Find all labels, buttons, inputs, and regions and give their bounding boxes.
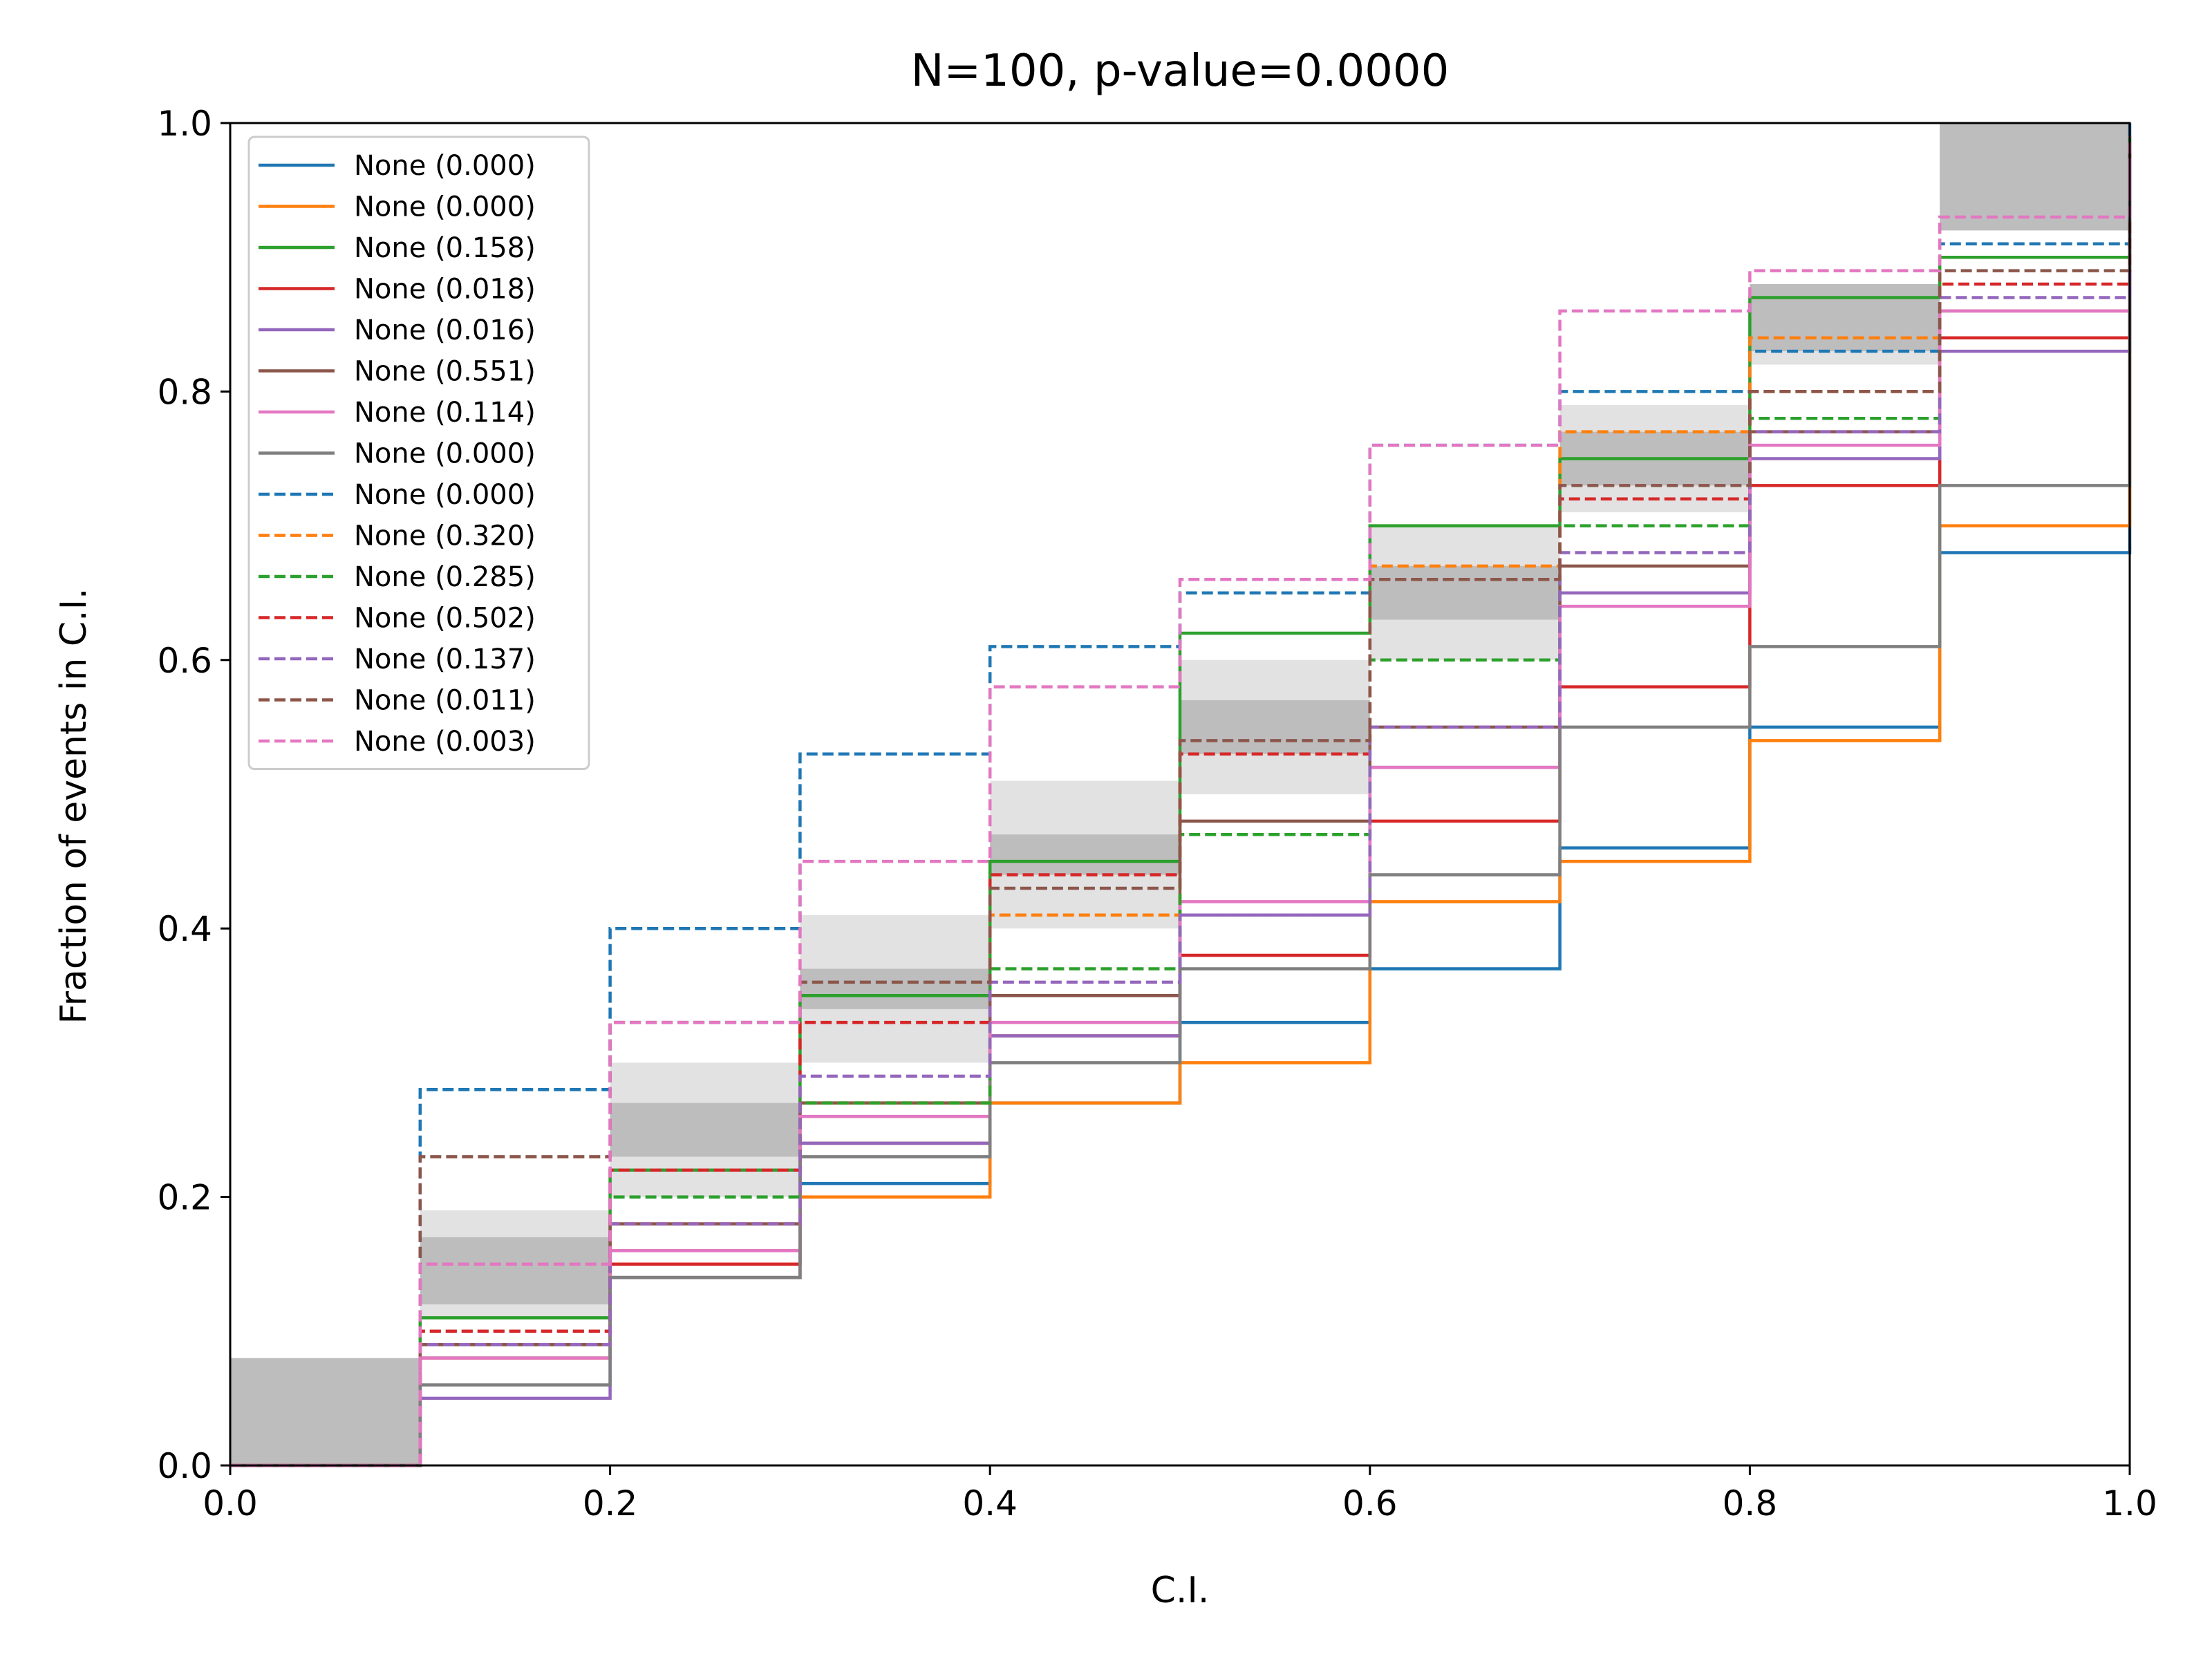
axis-ticks: 0.0 0.2 0.4 0.6 0.8 1.0 0.0 0.2 0.4 0.6 0.8 1.0 bbox=[157, 104, 2157, 1524]
series-line-15 bbox=[230, 136, 2132, 1468]
legend-label: None (0.003) bbox=[354, 726, 536, 758]
y-tick-label: 0.0 bbox=[157, 1446, 212, 1486]
x-tick-label: 0.8 bbox=[1723, 1483, 1778, 1524]
x-tick-label: 1.0 bbox=[2102, 1483, 2157, 1524]
x-tick-label: 0.0 bbox=[203, 1483, 258, 1524]
legend-label: None (0.000) bbox=[354, 438, 536, 470]
x-tick-label: 0.6 bbox=[1342, 1483, 1398, 1524]
legend-label: None (0.551) bbox=[354, 356, 536, 388]
legend-label: None (0.016) bbox=[354, 315, 536, 346]
legend-box bbox=[247, 135, 590, 770]
legend-label: None (0.018) bbox=[354, 274, 536, 306]
legend-label: None (0.320) bbox=[354, 521, 536, 552]
legend-label: None (0.137) bbox=[354, 644, 536, 675]
y-tick-label: 0.8 bbox=[157, 372, 212, 412]
legend-label: None (0.285) bbox=[354, 561, 536, 593]
x-tick-label: 0.4 bbox=[962, 1483, 1018, 1524]
legend-label: None (0.502) bbox=[354, 603, 536, 635]
series-lines bbox=[230, 123, 2132, 1468]
chart-title: N=100, p-value=0.0000 bbox=[911, 46, 1450, 97]
y-tick-label: 0.6 bbox=[157, 641, 212, 681]
y-tick-label: 1.0 bbox=[157, 104, 212, 144]
x-tick-label: 0.2 bbox=[583, 1483, 638, 1524]
axes-frame bbox=[229, 122, 2131, 1467]
y-tick-label: 0.2 bbox=[157, 1178, 212, 1218]
legend: None (0.000) None (0.000) None (0.158) None… bbox=[247, 135, 590, 770]
legend-label: None (0.114) bbox=[354, 397, 536, 429]
y-axis-label: Fraction of events in C.I. bbox=[53, 588, 95, 1024]
legend-label: None (0.158) bbox=[354, 232, 536, 264]
series-line-8 bbox=[230, 190, 2132, 1468]
legend-label: None (0.011) bbox=[354, 685, 536, 717]
legend-label: None (0.000) bbox=[354, 479, 536, 511]
series-line-13 bbox=[230, 149, 2132, 1468]
legend-label: None (0.000) bbox=[354, 150, 536, 182]
y-tick-label: 0.4 bbox=[157, 909, 212, 949]
legend-label: None (0.000) bbox=[354, 191, 536, 223]
x-axis-label: C.I. bbox=[1151, 1570, 1210, 1611]
